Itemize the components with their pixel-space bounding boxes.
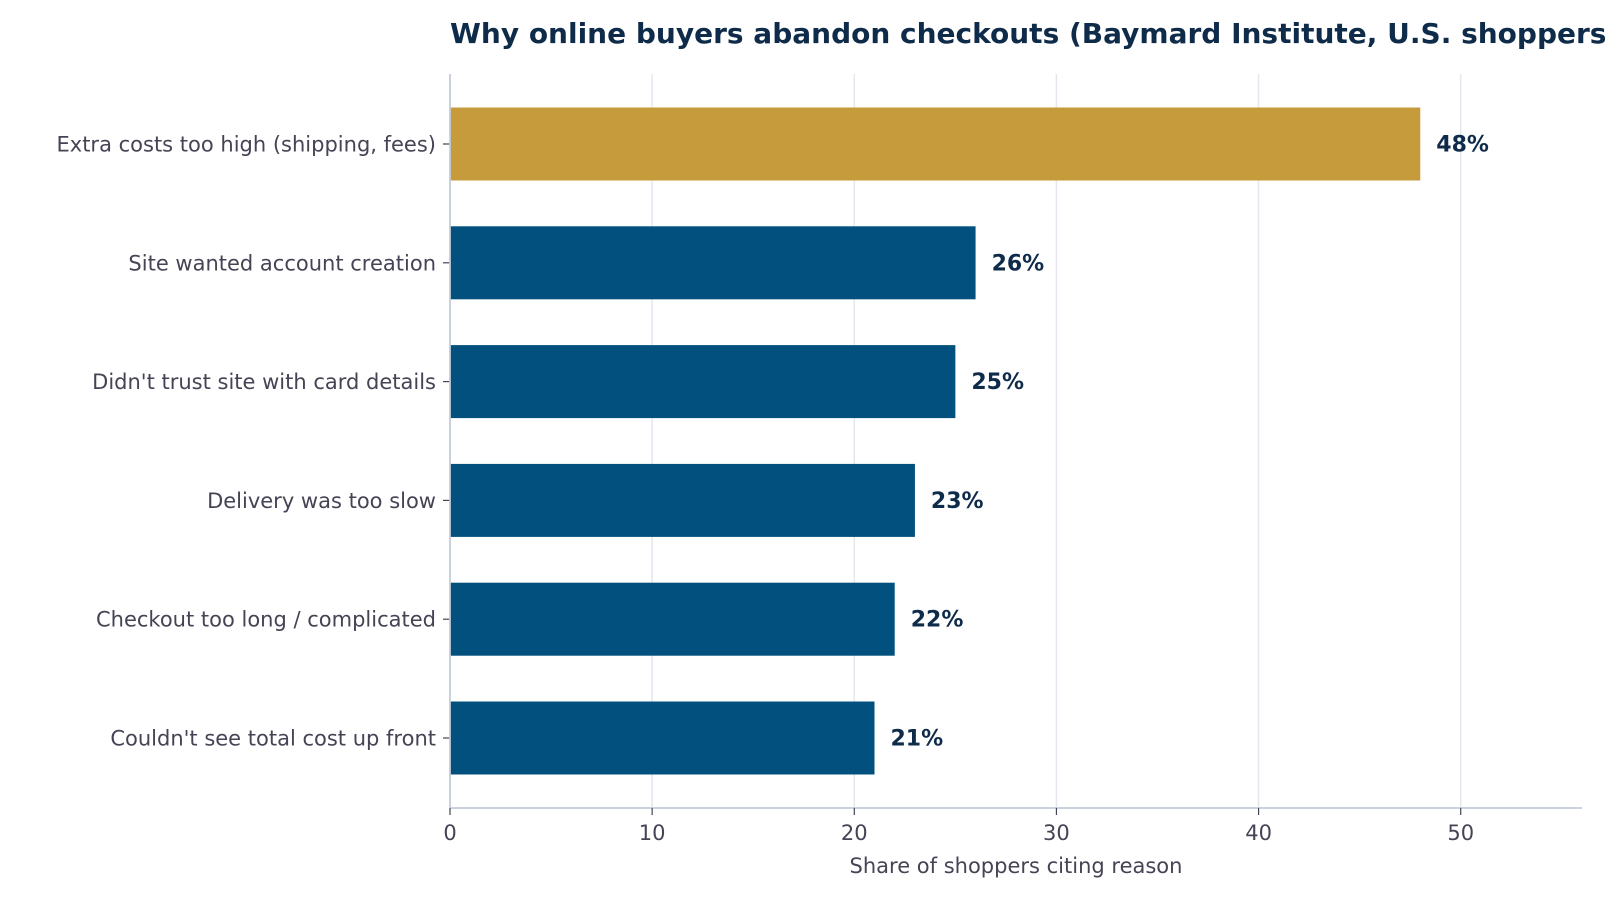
value-label-5: 22% [911, 608, 964, 633]
bars [450, 107, 1421, 775]
value-label-2: 26% [992, 251, 1045, 276]
value-label-1: 48% [1436, 133, 1489, 158]
bar-1 [450, 107, 1421, 181]
x-tick-label-50: 50 [1447, 821, 1474, 845]
x-tick-label-40: 40 [1245, 821, 1272, 845]
category-label-1: Extra costs too high (shipping, fees) [57, 133, 437, 157]
x-tick-label-20: 20 [841, 821, 868, 845]
axes [443, 74, 1582, 815]
x-tick-label-0: 0 [443, 821, 456, 845]
bar-6 [450, 701, 875, 775]
bar-3 [450, 345, 956, 419]
category-label-4: Delivery was too slow [207, 489, 436, 513]
chart-title: Why online buyers abandon checkouts (Bay… [450, 17, 1605, 50]
category-label-5: Checkout too long / complicated [96, 608, 436, 632]
x-axis-title: Share of shoppers citing reason [850, 854, 1183, 878]
labels: Extra costs too high (shipping, fees) 48%… [57, 133, 1489, 846]
x-tick-label-30: 30 [1043, 821, 1070, 845]
bar-2 [450, 226, 976, 300]
category-label-2: Site wanted account creation [128, 251, 436, 275]
category-label-3: Didn't trust site with card details [92, 370, 436, 394]
value-label-6: 21% [891, 727, 944, 752]
bar-4 [450, 463, 915, 537]
value-label-4: 23% [931, 489, 984, 514]
bar-5 [450, 582, 895, 656]
value-label-3: 25% [971, 370, 1024, 395]
x-tick-label-10: 10 [639, 821, 666, 845]
grid-lines [651, 74, 1462, 808]
category-label-6: Couldn't see total cost up front [110, 727, 436, 751]
